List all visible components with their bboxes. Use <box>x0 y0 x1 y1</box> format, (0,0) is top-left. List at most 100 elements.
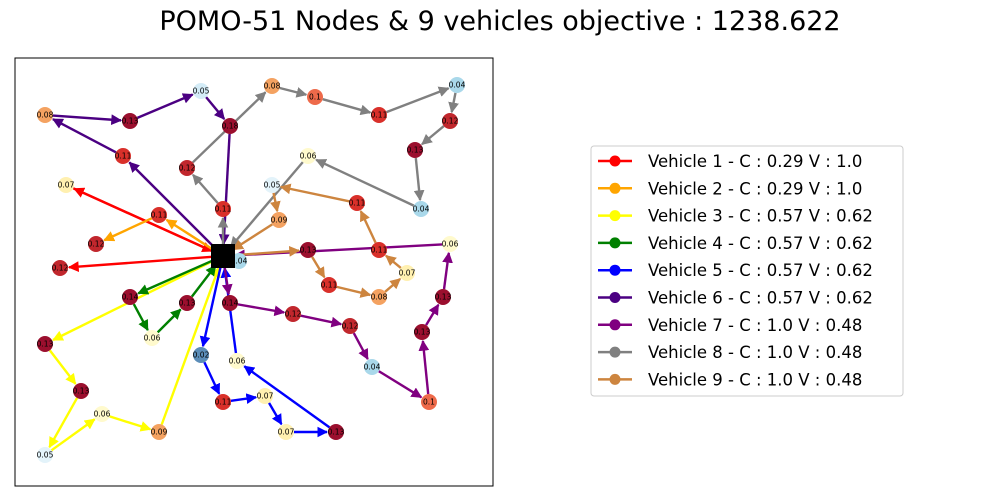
demand-label-n40: 0.06 <box>229 357 246 366</box>
demand-label-n4: 0.18 <box>222 122 239 131</box>
route-edge-vehicle-9 <box>233 245 301 257</box>
legend-marker-vehicle-8 <box>609 346 621 358</box>
route-edge-vehicle-8 <box>229 161 304 248</box>
route-edge-vehicle-6 <box>136 93 194 119</box>
legend-label-vehicle-6: Vehicle 6 - C : 0.57 V : 0.62 <box>648 289 873 308</box>
demand-label-n16: 0.05 <box>264 181 281 190</box>
demand-label-n11: 0.04 <box>413 205 430 214</box>
customer-node-n30 <box>122 289 138 305</box>
route-edge-vehicle-9 <box>336 285 372 298</box>
demand-label-n26: 0.12 <box>52 264 69 273</box>
demand-label-n27: 0.07 <box>399 269 416 278</box>
customer-node-n31 <box>179 295 195 311</box>
route-edge-vehicle-9 <box>311 256 326 279</box>
customer-node-n19 <box>151 207 167 223</box>
customer-node-n43 <box>94 406 110 422</box>
route-edge-vehicle-8 <box>413 157 425 202</box>
route-edge-vehicle-8 <box>322 98 372 116</box>
demand-label-n20: 0.09 <box>271 216 288 225</box>
customer-node-n40 <box>229 353 245 369</box>
depot-square <box>211 244 235 268</box>
route-edges <box>48 86 459 452</box>
route-edge-vehicle-8 <box>279 86 308 98</box>
depot-node <box>211 244 235 268</box>
route-edge-vehicle-8 <box>315 158 415 207</box>
demand-label-n37: 0.13 <box>414 328 431 337</box>
demand-label-n35: 0.12 <box>342 322 359 331</box>
route-edge-vehicle-3 <box>50 418 96 452</box>
customer-node-n13 <box>179 160 195 176</box>
customer-node-n49 <box>328 424 344 440</box>
customer-node-n38 <box>37 336 53 352</box>
customer-node-n10 <box>407 142 423 158</box>
demand-label-n30: 0.14 <box>122 293 139 302</box>
customer-node-n2 <box>122 113 138 129</box>
route-edge-vehicle-3 <box>48 349 77 385</box>
route-edge-vehicle-4 <box>156 308 182 334</box>
demand-label-n31: 0.13 <box>179 299 196 308</box>
customer-node-n29 <box>371 289 387 305</box>
route-edge-vehicle-6 <box>52 114 123 126</box>
route-edge-vehicle-8 <box>421 125 445 146</box>
route-edge-vehicle-9 <box>384 277 401 293</box>
demand-label-n12: 0.11 <box>115 152 132 161</box>
route-edge-vehicle-7 <box>221 266 233 296</box>
customer-nodes: 0.08 0.13 0.05 0.18 0.08 0.1 0.11 0.04 0.12 0.13 0… <box>37 77 466 463</box>
demand-label-n48: 0.07 <box>278 428 295 437</box>
route-edge-vehicle-6 <box>128 161 217 250</box>
route-edge-vehicle-5 <box>230 393 258 404</box>
route-edge-vehicle-7 <box>425 303 440 326</box>
customer-node-n32 <box>222 295 238 311</box>
customer-node-n14 <box>300 148 316 164</box>
legend-box <box>590 145 904 397</box>
route-edge-vehicle-7 <box>352 332 369 361</box>
customer-node-n36 <box>144 330 160 346</box>
demand-label-n42: 0.13 <box>73 387 90 396</box>
route-edge-vehicle-7 <box>378 370 423 399</box>
legend-marker-vehicle-1 <box>609 155 621 167</box>
demand-label-n1: 0.08 <box>37 111 54 120</box>
demand-label-n28: 0.11 <box>321 281 338 290</box>
demand-label-n18: 0.11 <box>215 205 232 214</box>
legend-label-vehicle-2: Vehicle 2 - C : 0.29 V : 1.0 <box>648 179 862 198</box>
demand-label-n25: 0.06 <box>442 240 459 249</box>
demand-label-n9: 0.12 <box>442 117 459 126</box>
demand-label-n5: 0.08 <box>264 82 281 91</box>
customer-node-n3 <box>193 83 209 99</box>
customer-node-n23 <box>300 242 316 258</box>
demand-label-n7: 0.11 <box>371 111 388 120</box>
route-edge-vehicle-6 <box>205 96 226 120</box>
demand-label-n24: 0.11 <box>371 246 388 255</box>
demand-label-n22: 0.04 <box>231 257 248 266</box>
route-edge-vehicle-6 <box>52 118 117 154</box>
route-edge-vehicle-3 <box>109 415 152 432</box>
route-edge-vehicle-9 <box>270 192 281 213</box>
demand-label-n49: 0.13 <box>328 428 345 437</box>
demand-label-n29: 0.08 <box>371 293 388 302</box>
route-edge-vehicle-1 <box>67 255 213 273</box>
customer-node-n27 <box>399 265 415 281</box>
route-edge-vehicle-4 <box>132 303 149 332</box>
legend-marker-vehicle-4 <box>609 237 621 249</box>
route-edge-vehicle-2 <box>165 218 215 252</box>
legend-marker-vehicle-6 <box>609 292 621 303</box>
legend-marker-vehicle-9 <box>609 373 621 385</box>
customer-node-n9 <box>442 113 458 129</box>
route-edge-vehicle-7 <box>300 314 343 328</box>
customer-node-n46 <box>421 394 437 410</box>
legend-label-vehicle-8: Vehicle 8 - C : 1.0 V : 0.48 <box>648 343 862 362</box>
demand-label-n19: 0.11 <box>151 211 168 220</box>
customer-node-n24 <box>371 242 387 258</box>
demand-label-n38: 0.13 <box>37 340 54 349</box>
route-edge-vehicle-5 <box>243 365 331 429</box>
demand-label-n6: 0.1 <box>309 93 321 102</box>
customer-node-n12 <box>115 148 131 164</box>
demand-label-n34: 0.13 <box>435 293 452 302</box>
route-edge-vehicle-8 <box>386 86 450 114</box>
customer-node-n11 <box>413 201 429 217</box>
customer-node-n25 <box>442 236 458 252</box>
customer-node-n7 <box>371 107 387 123</box>
demand-label-n36: 0.06 <box>144 334 161 343</box>
route-edge-vehicle-5 <box>199 266 222 348</box>
